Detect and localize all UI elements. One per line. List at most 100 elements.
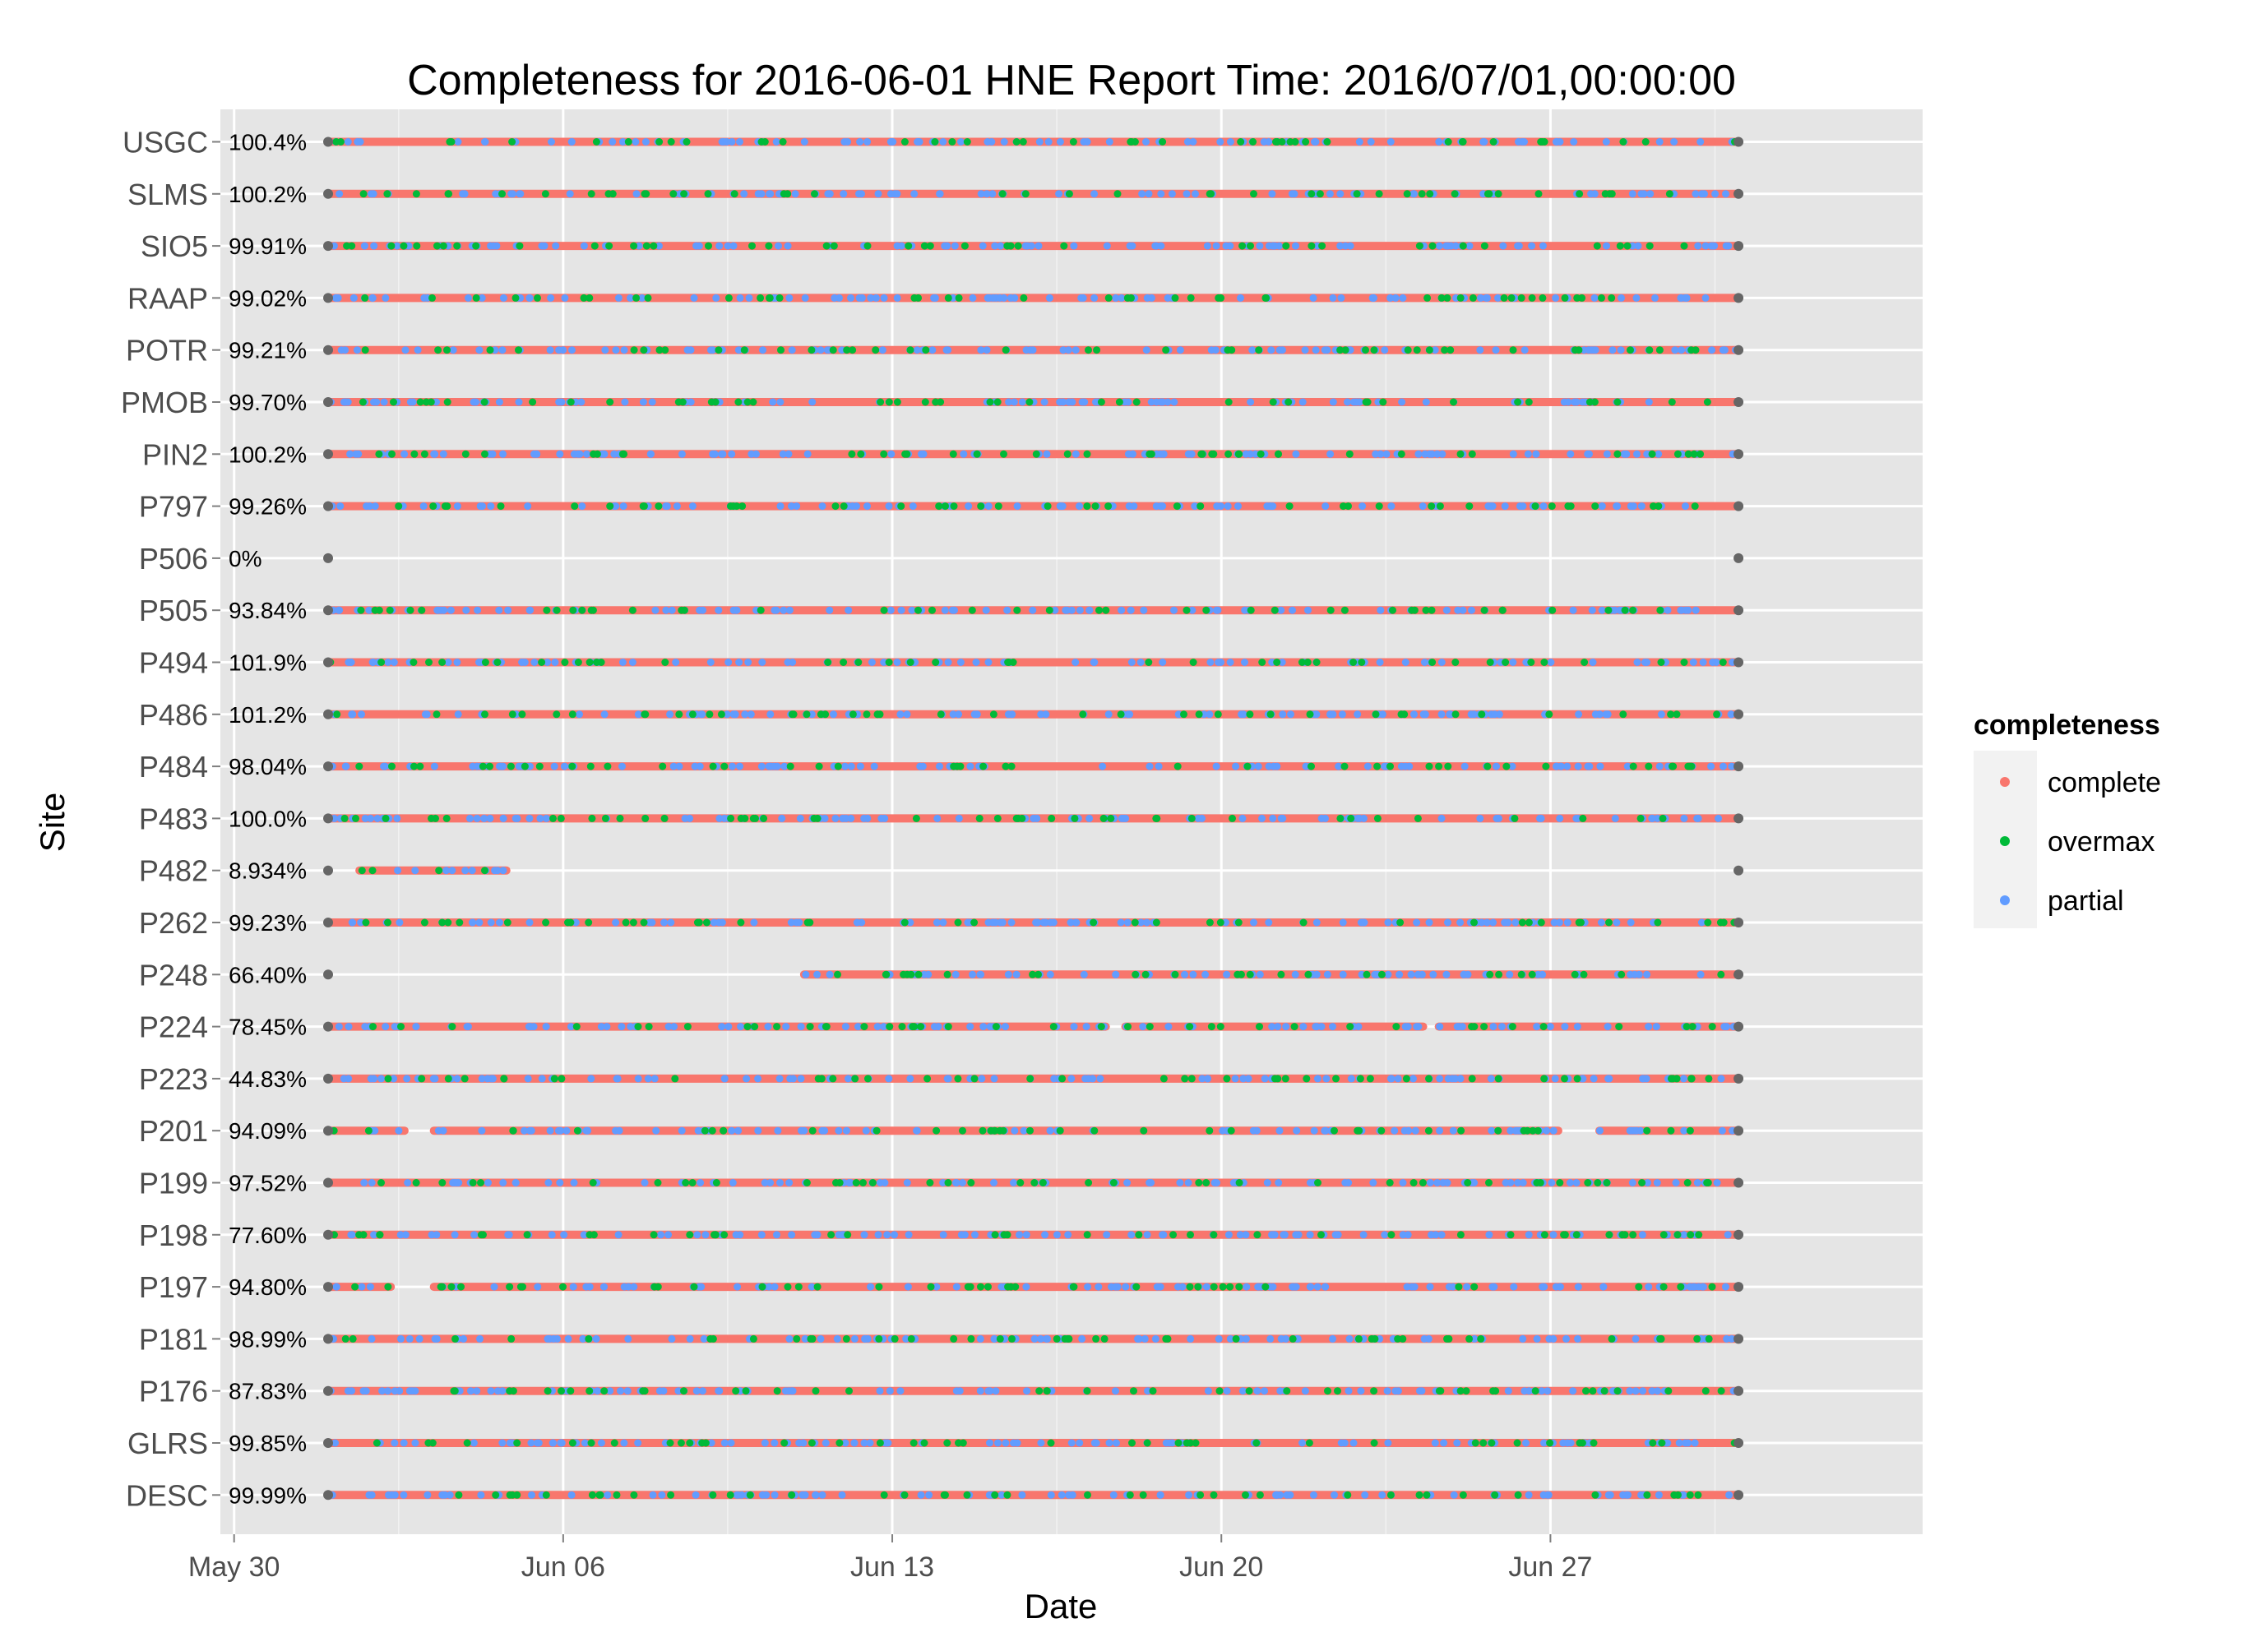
overmax-point bbox=[1480, 242, 1488, 250]
overmax-point bbox=[586, 659, 594, 666]
overmax-point bbox=[1047, 1439, 1055, 1447]
partial-point bbox=[358, 710, 365, 719]
overmax-point bbox=[1470, 918, 1478, 927]
overmax-point bbox=[737, 918, 745, 927]
partial-point bbox=[1506, 970, 1514, 978]
partial-point bbox=[1174, 710, 1183, 719]
partial-point bbox=[451, 1231, 459, 1239]
overmax-point bbox=[1093, 346, 1101, 354]
overmax-point bbox=[1274, 1075, 1282, 1083]
overmax-point bbox=[1173, 762, 1182, 770]
overmax-point bbox=[1465, 502, 1474, 511]
partial-point bbox=[1369, 294, 1377, 302]
partial-point bbox=[357, 918, 365, 927]
partial-point bbox=[881, 1179, 889, 1186]
range-start-point bbox=[323, 397, 334, 407]
partial-point bbox=[1574, 1334, 1581, 1343]
partial-point bbox=[1556, 138, 1564, 146]
partial-point bbox=[1022, 346, 1030, 354]
partial-point bbox=[1198, 1075, 1206, 1083]
overmax-point bbox=[1604, 606, 1613, 614]
overmax-point bbox=[1013, 606, 1021, 614]
overmax-point bbox=[1462, 1387, 1470, 1395]
partial-point bbox=[579, 1334, 587, 1343]
partial-point bbox=[1682, 502, 1689, 511]
overmax-point bbox=[1537, 918, 1545, 927]
overmax-point bbox=[1387, 1231, 1396, 1239]
partial-point bbox=[780, 606, 788, 614]
overmax-point bbox=[1686, 1126, 1694, 1135]
partial-point bbox=[1537, 814, 1545, 822]
partial-point bbox=[1597, 918, 1605, 927]
overmax-point bbox=[1705, 1334, 1713, 1343]
partial-point bbox=[817, 346, 825, 354]
partial-point bbox=[521, 1126, 529, 1135]
overmax-point bbox=[812, 1387, 820, 1395]
partial-point bbox=[1707, 762, 1715, 770]
partial-point bbox=[818, 1126, 826, 1135]
overmax-point bbox=[1281, 1075, 1289, 1083]
partial-point bbox=[649, 1491, 657, 1499]
overmax-point bbox=[375, 606, 383, 614]
partial-point bbox=[745, 294, 753, 302]
overmax-point bbox=[1152, 918, 1160, 927]
overmax-point bbox=[793, 1334, 801, 1343]
partial-point bbox=[430, 762, 438, 770]
partial-point bbox=[1198, 814, 1206, 822]
partial-point bbox=[488, 450, 497, 458]
overmax-point bbox=[1584, 1179, 1592, 1186]
overmax-point bbox=[1092, 1334, 1100, 1343]
partial-point bbox=[1184, 1179, 1192, 1186]
partial-point bbox=[1694, 242, 1702, 250]
overmax-point bbox=[993, 814, 1002, 822]
partial-point bbox=[439, 1126, 447, 1135]
partial-point bbox=[1159, 398, 1167, 406]
partial-point bbox=[1559, 1439, 1567, 1447]
range-end-point bbox=[1733, 136, 1744, 147]
partial-point bbox=[990, 1179, 997, 1186]
partial-point bbox=[785, 606, 794, 614]
partial-point bbox=[1720, 762, 1727, 770]
partial-point bbox=[487, 502, 495, 511]
partial-point bbox=[1574, 762, 1582, 770]
partial-point bbox=[842, 814, 850, 822]
overmax-point bbox=[900, 918, 909, 927]
partial-point bbox=[495, 398, 503, 406]
partial-point bbox=[1651, 294, 1659, 302]
overmax-point bbox=[434, 346, 442, 354]
overmax-point bbox=[390, 398, 397, 406]
partial-point bbox=[612, 918, 620, 927]
partial-point bbox=[1387, 502, 1396, 511]
partial-point bbox=[449, 346, 457, 354]
partial-point bbox=[1444, 918, 1451, 927]
completeness-percent-label: 101.9% bbox=[229, 650, 307, 676]
overmax-point bbox=[435, 867, 443, 875]
overmax-point bbox=[1389, 606, 1396, 614]
overmax-point bbox=[1703, 398, 1711, 406]
partial-point bbox=[1206, 710, 1214, 719]
partial-point bbox=[1037, 1439, 1045, 1447]
partial-point bbox=[801, 294, 809, 302]
partial-point bbox=[978, 1075, 986, 1083]
partial-point bbox=[1022, 1231, 1030, 1239]
partial-point bbox=[620, 1283, 628, 1291]
partial-point bbox=[1002, 1023, 1009, 1031]
overmax-point bbox=[1370, 346, 1378, 354]
partial-point bbox=[944, 1075, 952, 1083]
overmax-point bbox=[1183, 606, 1191, 614]
partial-point bbox=[955, 710, 963, 719]
partial-point bbox=[368, 1491, 376, 1499]
range-start-point bbox=[323, 188, 334, 199]
overmax-point bbox=[587, 1439, 595, 1447]
overmax-point bbox=[1377, 1126, 1386, 1135]
overmax-point bbox=[1229, 814, 1236, 822]
partial-point bbox=[1419, 502, 1427, 511]
partial-point bbox=[758, 659, 766, 666]
partial-point bbox=[658, 1491, 666, 1499]
partial-point bbox=[1273, 1491, 1281, 1499]
partial-point bbox=[369, 190, 377, 198]
partial-point bbox=[614, 294, 623, 302]
partial-point bbox=[1428, 450, 1436, 458]
partial-point bbox=[618, 659, 627, 666]
overmax-point bbox=[553, 606, 561, 614]
